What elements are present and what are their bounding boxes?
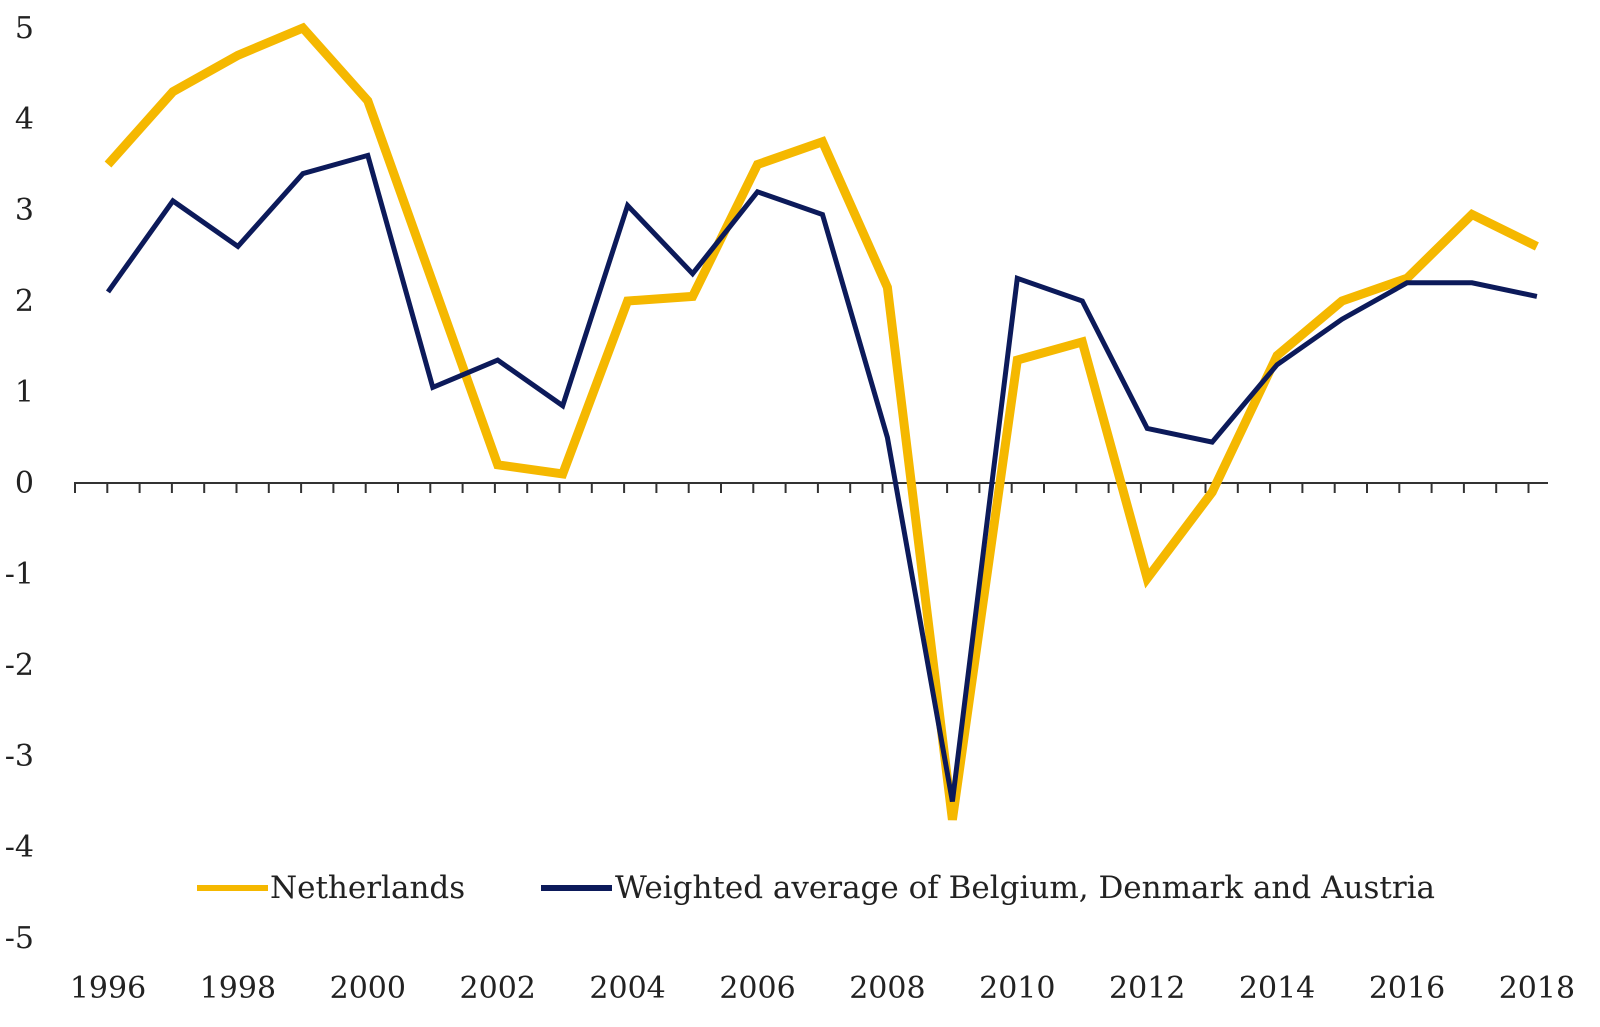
- x-tick-label: 2000: [330, 971, 406, 1006]
- x-tick-label: 2008: [849, 971, 925, 1006]
- y-tick-label: -2: [5, 648, 34, 683]
- x-tick-label: 2016: [1369, 971, 1445, 1006]
- y-tick-label: -3: [5, 739, 34, 774]
- x-tick-label: 2006: [719, 971, 795, 1006]
- series-line-netherlands: [104, 22, 1539, 821]
- y-tick-label: 4: [15, 102, 34, 137]
- y-tick-label: 3: [15, 193, 34, 228]
- axis-ticks: [74, 483, 1530, 493]
- y-axis-labels: 5 4 3 2 1 0 -1 -2 -3 -4 -5: [5, 11, 34, 956]
- y-tick-label: -1: [5, 557, 34, 592]
- x-tick-label: 2014: [1239, 971, 1315, 1006]
- legend-label-netherlands: Netherlands: [270, 870, 465, 906]
- y-tick-label: 2: [15, 284, 34, 319]
- legend: Netherlands Weighted average of Belgium,…: [197, 870, 1435, 906]
- series-line-weighted-average: [105, 152, 1538, 802]
- x-tick-label: 2010: [979, 971, 1055, 1006]
- x-tick-label: 2018: [1499, 971, 1575, 1006]
- legend-label-weighted-average: Weighted average of Belgium, Denmark and…: [615, 870, 1435, 906]
- x-tick-label: 2004: [589, 971, 665, 1006]
- series-lines: [104, 22, 1539, 821]
- y-tick-label: 5: [15, 11, 34, 46]
- y-tick-label: 1: [15, 375, 34, 410]
- x-axis-labels: 1996 1998 2000 2002 2004 2006 2008 2010 2012 2014…: [70, 971, 1575, 1006]
- x-tick-label: 2012: [1109, 971, 1185, 1006]
- x-tick-label: 1998: [200, 971, 276, 1006]
- y-tick-label: -4: [5, 830, 34, 865]
- y-tick-label: 0: [15, 466, 34, 501]
- y-tick-label: -5: [5, 921, 34, 956]
- x-tick-label: 2002: [460, 971, 536, 1006]
- x-tick-label: 1996: [70, 971, 146, 1006]
